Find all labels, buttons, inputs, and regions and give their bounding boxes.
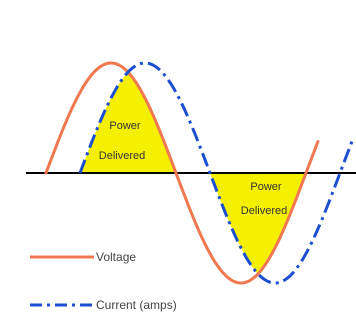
legend: Voltage Current (amps) (30, 250, 177, 312)
legend-current-label: Current (amps) (96, 298, 177, 312)
power-delivered-label-positive-line1: Power (109, 120, 141, 132)
current-wave (78, 61, 354, 285)
power-delivered-label-negative-line1: Power (250, 181, 282, 193)
power-delivered-region-positive (80, 72, 176, 173)
power-delivered-region-negative (210, 173, 306, 274)
voltage-wave (44, 61, 320, 285)
power-delivered-label-negative-line2: Delivered (241, 205, 287, 217)
power-delivered-label-positive-line2: Delivered (99, 150, 145, 162)
legend-voltage-label: Voltage (96, 250, 136, 264)
